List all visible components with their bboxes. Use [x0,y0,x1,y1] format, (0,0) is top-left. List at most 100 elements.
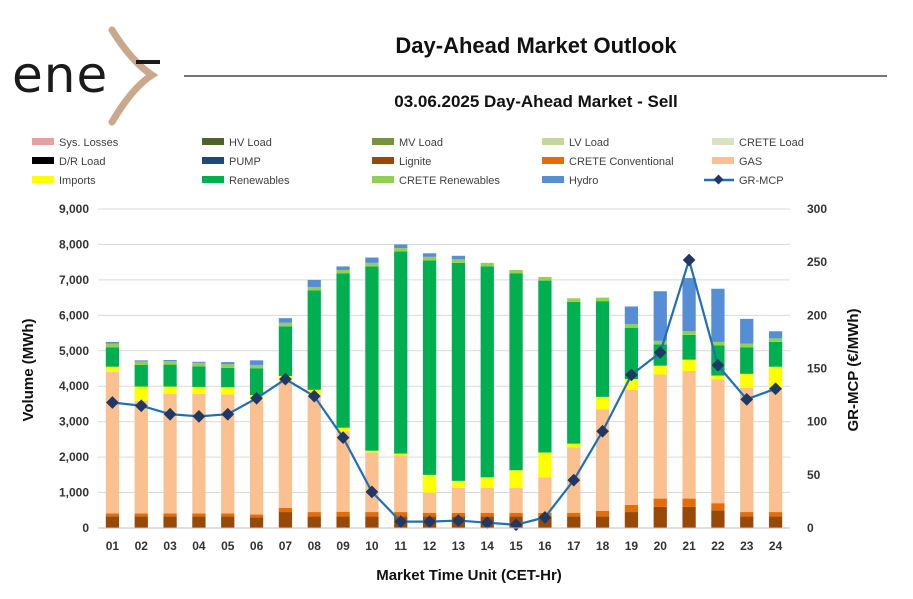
bar-crete-conventional-03 [163,513,177,517]
bar-imports-11 [394,453,408,456]
bar-gas-01 [105,372,120,514]
bar-imports-24 [768,366,783,388]
bar-crete-renewables-02 [134,361,148,365]
bar-crete-conventional-08 [307,512,321,517]
bar-hydro-09 [336,266,350,270]
y-tick-label: 7,000 [59,273,89,287]
bar-renewables-16 [538,280,552,453]
chart-subtitle: 03.06.2025 Day-Ahead Market - Sell [394,92,677,111]
bar-imports-12 [422,474,437,493]
x-axis-title: Market Time Unit (CET-Hr) [376,567,562,584]
legend-label-gr-mcp: GR-MCP [739,175,784,187]
bar-crete-conventional-05 [221,513,235,517]
bar-renewables-10 [365,266,379,451]
bar-lignite-05 [221,516,235,528]
bar-crete-conventional-22 [711,503,725,511]
legend-swatch-pump [202,157,224,164]
bar-gas-19 [624,389,639,505]
gr-mcp-point-03 [163,407,177,421]
bar-renewables-08 [307,290,321,390]
bar-imports-13 [451,480,466,488]
bar-imports-14 [480,477,494,488]
x-tick-label: 11 [394,539,407,553]
x-tick-label: 19 [625,539,639,553]
legend-swatch-hv-load [202,138,224,145]
legend-label-sys-losses: Sys. Losses [59,137,119,149]
x-tick-label: 18 [596,539,610,553]
bar-crete-renewables-03 [163,361,177,365]
x-tick-label: 22 [711,539,725,553]
bar-gas-02 [134,400,148,514]
page-title: Day-Ahead Market Outlook [395,33,677,58]
bar-lignite-18 [595,516,610,528]
logo-text: ene [12,46,108,104]
bar-crete-renewables-23 [740,343,754,348]
x-tick-label: 06 [250,539,264,553]
x-tick-label: 23 [740,539,754,553]
bar-imports-16 [538,452,552,478]
bar-imports-05 [221,387,235,395]
y-axis-title: Volume (MWh) [20,318,37,421]
bar-lignite-08 [307,516,321,528]
bar-lignite-21 [682,506,696,528]
x-tick-label: 20 [654,539,668,553]
gr-mcp-point-06 [250,391,263,405]
bar-crete-conventional-06 [249,514,264,518]
gr-mcp-line [106,253,782,532]
x-tick-label: 10 [365,539,379,553]
bar-hydro-13 [451,255,466,260]
enex-logo: ene [12,26,160,126]
bar-hydro-22 [711,288,725,342]
bar-hydro-07 [278,318,293,323]
bar-gas-09 [336,431,350,512]
bar-imports-22 [711,375,725,380]
x-tick-label: 17 [567,539,581,553]
bar-gas-22 [711,379,725,504]
legend-label-lignite: Lignite [399,156,431,168]
axes: 0 1,000 2,000 3,000 4,000 5,000 6,000 7,000 8,00… [59,202,827,553]
bar-crete-renewables-21 [682,331,696,335]
legend-swatch-lv-load [542,138,564,145]
bar-renewables-18 [595,301,610,397]
bar-crete-conventional-09 [336,511,350,517]
y-tick-label: 0 [82,521,89,535]
legend-swatch-d-r-load [32,157,54,164]
bar-renewables-21 [682,334,696,360]
x-tick-label: 02 [135,539,149,553]
bar-crete-renewables-22 [711,341,725,346]
bar-crete-conventional-23 [740,512,754,517]
bar-imports-21 [682,359,696,371]
bar-hydro-10 [365,257,379,263]
legend-label-crete-renewables: CRETE Renewables [399,175,500,187]
bar-renewables-23 [740,347,754,374]
y-tick-label: 5,000 [59,344,89,358]
bar-crete-renewables-17 [567,298,581,302]
legend-label-hv-load: HV Load [229,137,272,149]
y2-tick-label: 150 [807,362,827,376]
bar-hydro-12 [422,253,437,257]
y-tick-label: 6,000 [59,308,89,322]
legend-label-mv-load: MV Load [399,137,443,149]
bar-lignite-24 [768,516,783,528]
y-tick-label: 1,000 [59,486,89,500]
bar-crete-conventional-24 [768,512,783,517]
bar-crete-renewables-11 [394,247,408,252]
bar-gas-04 [192,394,206,514]
bar-lignite-03 [163,516,177,528]
bar-renewables-05 [221,367,235,388]
bar-lignite-07 [278,512,293,528]
bar-lignite-19 [624,512,639,528]
legend-swatch-renewables [202,176,224,183]
bar-hydro-11 [394,244,408,248]
bar-hydro-24 [768,331,783,339]
gr-mcp-point-04 [192,409,206,423]
gr-mcp-point-07 [279,372,292,386]
bar-renewables-09 [336,273,350,428]
bar-imports-15 [509,470,523,488]
x-tick-label: 12 [423,539,437,553]
bar-hydro-01 [105,341,120,344]
y2-tick-label: 50 [807,468,821,482]
y2-tick-label: 0 [807,521,814,535]
bar-hydro-04 [192,361,206,363]
